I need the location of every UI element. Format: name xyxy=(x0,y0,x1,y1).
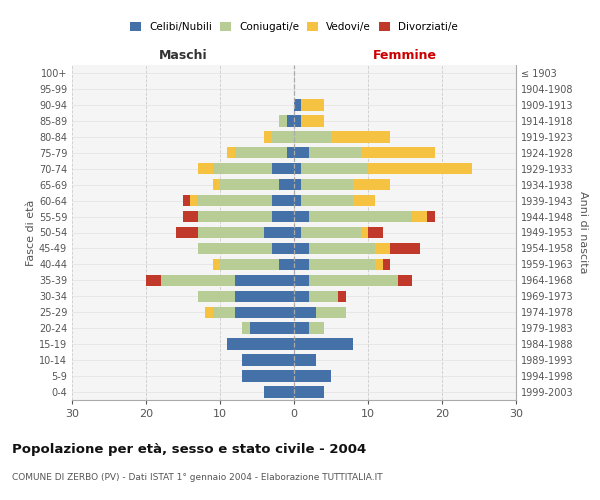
Bar xyxy=(198,227,265,238)
Bar xyxy=(220,179,279,190)
Bar xyxy=(294,338,353,350)
Bar xyxy=(368,227,383,238)
Bar xyxy=(294,322,309,334)
Bar xyxy=(272,195,294,206)
Bar xyxy=(427,211,434,222)
Bar xyxy=(309,290,338,302)
Bar xyxy=(316,306,346,318)
Bar xyxy=(301,195,353,206)
Bar xyxy=(198,211,272,222)
Bar xyxy=(235,147,287,158)
Bar xyxy=(361,147,434,158)
Bar xyxy=(294,211,309,222)
Bar xyxy=(361,227,368,238)
Bar xyxy=(368,163,472,174)
Bar xyxy=(220,258,279,270)
Bar xyxy=(183,211,198,222)
Bar xyxy=(279,115,287,126)
Bar xyxy=(294,354,316,366)
Bar xyxy=(235,274,294,286)
Bar xyxy=(294,274,309,286)
Bar xyxy=(309,242,376,254)
Bar xyxy=(272,211,294,222)
Bar xyxy=(294,258,309,270)
Bar xyxy=(212,179,220,190)
Bar xyxy=(309,322,323,334)
Bar xyxy=(412,211,427,222)
Bar xyxy=(294,386,323,398)
Text: Femmine: Femmine xyxy=(373,49,437,62)
Bar xyxy=(294,227,301,238)
Bar xyxy=(235,306,294,318)
Bar xyxy=(294,131,331,142)
Bar xyxy=(294,370,331,382)
Bar xyxy=(376,242,390,254)
Bar xyxy=(309,211,412,222)
Bar xyxy=(294,99,301,110)
Bar xyxy=(294,290,309,302)
Bar xyxy=(212,306,235,318)
Bar xyxy=(294,195,301,206)
Legend: Celibi/Nubili, Coniugati/e, Vedovi/e, Divorziati/e: Celibi/Nubili, Coniugati/e, Vedovi/e, Di… xyxy=(128,20,460,34)
Bar xyxy=(279,258,294,270)
Text: Popolazione per età, sesso e stato civile - 2004: Popolazione per età, sesso e stato civil… xyxy=(12,442,366,456)
Bar xyxy=(212,163,272,174)
Bar xyxy=(353,179,390,190)
Bar xyxy=(146,274,161,286)
Bar xyxy=(227,147,235,158)
Bar xyxy=(242,354,294,366)
Bar xyxy=(265,131,272,142)
Bar xyxy=(176,227,198,238)
Bar xyxy=(272,163,294,174)
Bar xyxy=(390,242,420,254)
Bar xyxy=(235,290,294,302)
Bar xyxy=(212,258,220,270)
Bar xyxy=(294,242,309,254)
Bar xyxy=(205,306,212,318)
Text: Maschi: Maschi xyxy=(158,49,208,62)
Bar xyxy=(301,99,323,110)
Y-axis label: Fasce di età: Fasce di età xyxy=(26,200,36,266)
Bar xyxy=(242,370,294,382)
Bar xyxy=(265,386,294,398)
Bar xyxy=(331,131,390,142)
Bar xyxy=(198,163,212,174)
Bar xyxy=(294,179,301,190)
Bar xyxy=(227,338,294,350)
Bar xyxy=(294,115,301,126)
Bar xyxy=(183,195,190,206)
Bar xyxy=(161,274,235,286)
Bar xyxy=(398,274,412,286)
Y-axis label: Anni di nascita: Anni di nascita xyxy=(577,191,587,274)
Bar xyxy=(287,115,294,126)
Bar xyxy=(338,290,346,302)
Text: COMUNE DI ZERBO (PV) - Dati ISTAT 1° gennaio 2004 - Elaborazione TUTTITALIA.IT: COMUNE DI ZERBO (PV) - Dati ISTAT 1° gen… xyxy=(12,472,383,482)
Bar xyxy=(353,195,376,206)
Bar xyxy=(294,163,301,174)
Bar xyxy=(309,147,361,158)
Bar xyxy=(279,179,294,190)
Bar xyxy=(294,147,309,158)
Bar xyxy=(198,290,235,302)
Bar xyxy=(301,115,323,126)
Bar xyxy=(287,147,294,158)
Bar xyxy=(242,322,250,334)
Bar xyxy=(301,179,353,190)
Bar xyxy=(272,242,294,254)
Bar xyxy=(198,242,272,254)
Bar xyxy=(383,258,390,270)
Bar xyxy=(301,163,368,174)
Bar xyxy=(309,258,376,270)
Bar xyxy=(198,195,272,206)
Bar xyxy=(294,306,316,318)
Bar xyxy=(376,258,383,270)
Bar xyxy=(250,322,294,334)
Bar xyxy=(309,274,398,286)
Bar xyxy=(301,227,361,238)
Bar xyxy=(265,227,294,238)
Bar xyxy=(272,131,294,142)
Bar xyxy=(190,195,198,206)
